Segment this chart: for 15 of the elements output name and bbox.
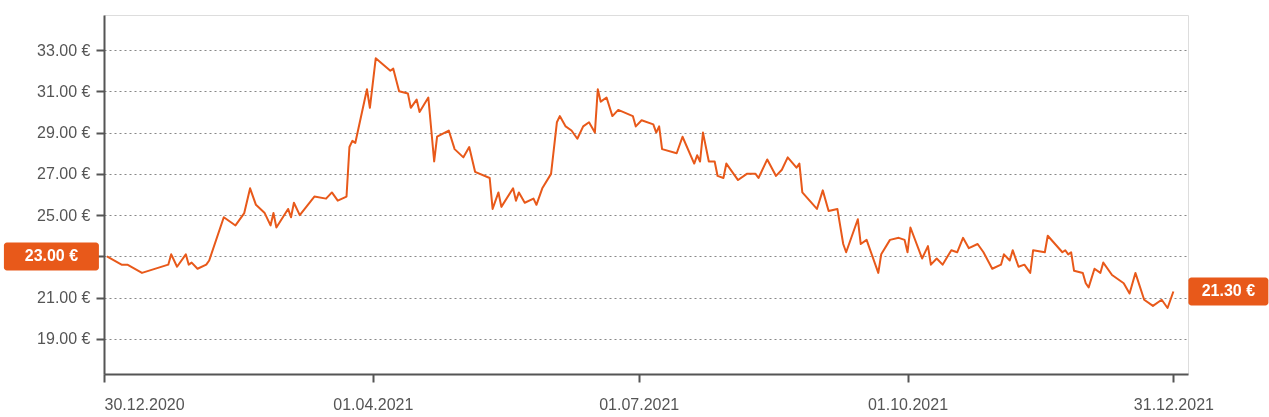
x-tick-label: 01.10.2021 xyxy=(867,395,949,413)
y-tick-label: 33.00 € xyxy=(37,41,91,59)
y-tick-label: 27.00 € xyxy=(37,165,91,183)
y-tick-label: 31.00 € xyxy=(37,82,91,100)
x-tick-label: 01.04.2021 xyxy=(333,395,414,413)
y-tick-label: 21.00 € xyxy=(37,289,91,307)
x-tick-label: 30.12.2020 xyxy=(104,395,185,413)
annotation: 21.30 € xyxy=(1201,282,1256,300)
y-tick-label: 19.00 € xyxy=(37,330,91,348)
y-tick-label: 29.00 € xyxy=(37,124,91,142)
line-series xyxy=(105,57,1175,309)
x-tick-label: 31.12.2021 xyxy=(1133,395,1215,413)
annotation: 23.00 € xyxy=(24,247,79,265)
y-tick-label: 25.00 € xyxy=(37,206,91,224)
x-tick-label: 01.07.2021 xyxy=(599,395,680,413)
